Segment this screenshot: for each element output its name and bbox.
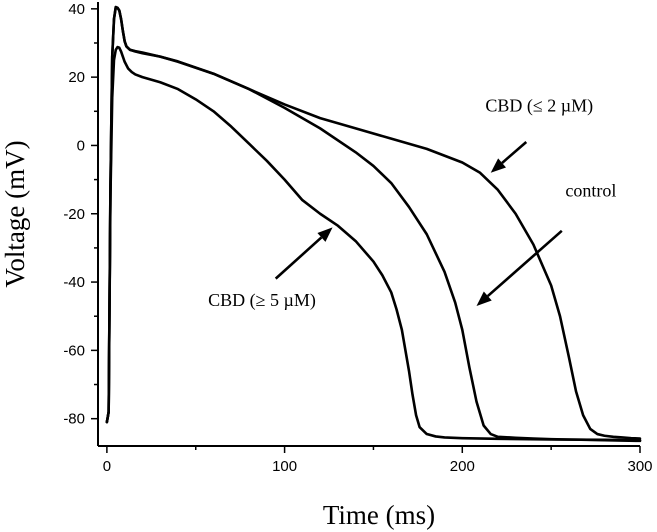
y-tick-label: -60 — [63, 342, 85, 359]
series-group — [105, 5, 642, 443]
annotation-arrow-shaft — [274, 236, 323, 280]
y-tick-label: 40 — [68, 1, 85, 18]
axes-group — [97, 2, 640, 447]
series-line-2 — [105, 5, 642, 443]
y-tick-label: -40 — [63, 274, 85, 291]
annotation-label: CBD (≤ 2 µM) — [485, 95, 593, 116]
y-axis-title: Voltage (mV) — [0, 140, 30, 287]
x-tick-label: 300 — [627, 458, 652, 475]
x-tick-label: 200 — [450, 458, 475, 475]
series-line-1 — [105, 5, 642, 440]
x-tick-label: 100 — [272, 458, 297, 475]
annotation-arrow-head — [490, 158, 506, 173]
y-tick-label: -80 — [63, 411, 85, 428]
series-line-3 — [105, 45, 642, 442]
annotation-label: CBD (≥ 5 µM) — [208, 290, 316, 311]
annotation-arrow-shaft — [501, 141, 528, 164]
x-tick-label: 0 — [103, 458, 111, 475]
annotation-arrow-head — [476, 291, 492, 306]
y-tick-label: -20 — [63, 206, 85, 223]
annotations-group: CBD (≤ 2 µM) control CBD (≥ 5 µM) — [208, 95, 616, 311]
y-tick-label: 20 — [68, 69, 85, 86]
y-tick-label: 0 — [77, 137, 85, 154]
annotation-arrow-head — [317, 227, 333, 242]
annotation-arrow-shaft — [486, 229, 563, 298]
x-axis-title: Time (ms) — [323, 500, 435, 530]
annotation-label: control — [565, 181, 616, 201]
